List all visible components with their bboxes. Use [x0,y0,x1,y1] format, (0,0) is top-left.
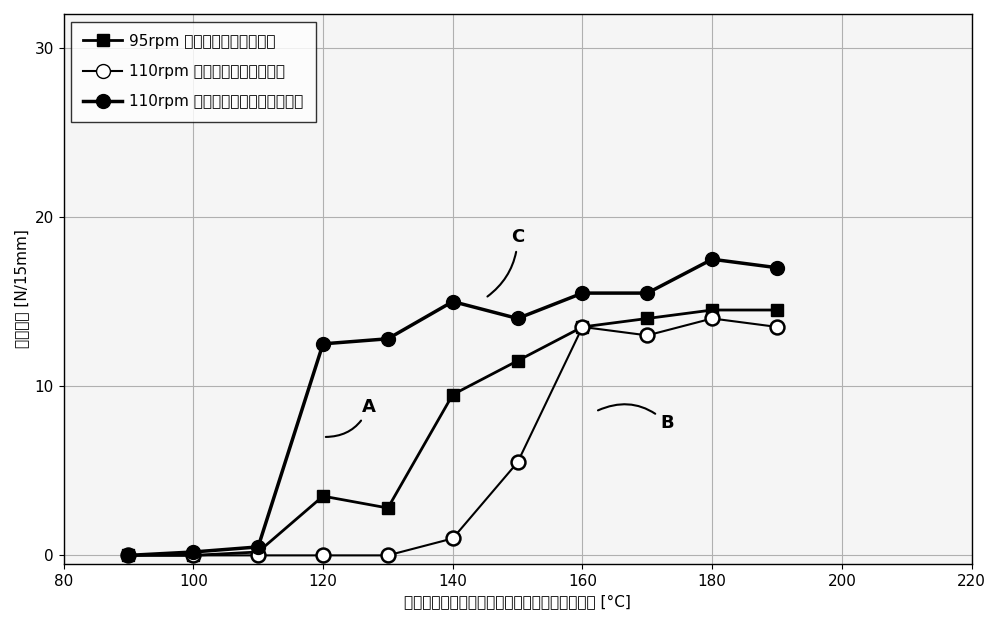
Text: C: C [487,228,524,297]
Legend: 95rpm （现有的中心封口器）, 110rpm （现有的中心封口器）, 110rpm （实施方式的中心封口器）: 95rpm （现有的中心封口器）, 110rpm （现有的中心封口器）, 110… [71,22,316,121]
X-axis label: 加热辊中被设定为最高温度的加热辊的设定温度 [°C]: 加热辊中被设定为最高温度的加热辊的设定温度 [°C] [404,594,631,609]
Text: A: A [326,397,376,437]
Text: B: B [598,404,674,432]
Y-axis label: 密封强度 [N/15mm]: 密封强度 [N/15mm] [14,229,29,348]
